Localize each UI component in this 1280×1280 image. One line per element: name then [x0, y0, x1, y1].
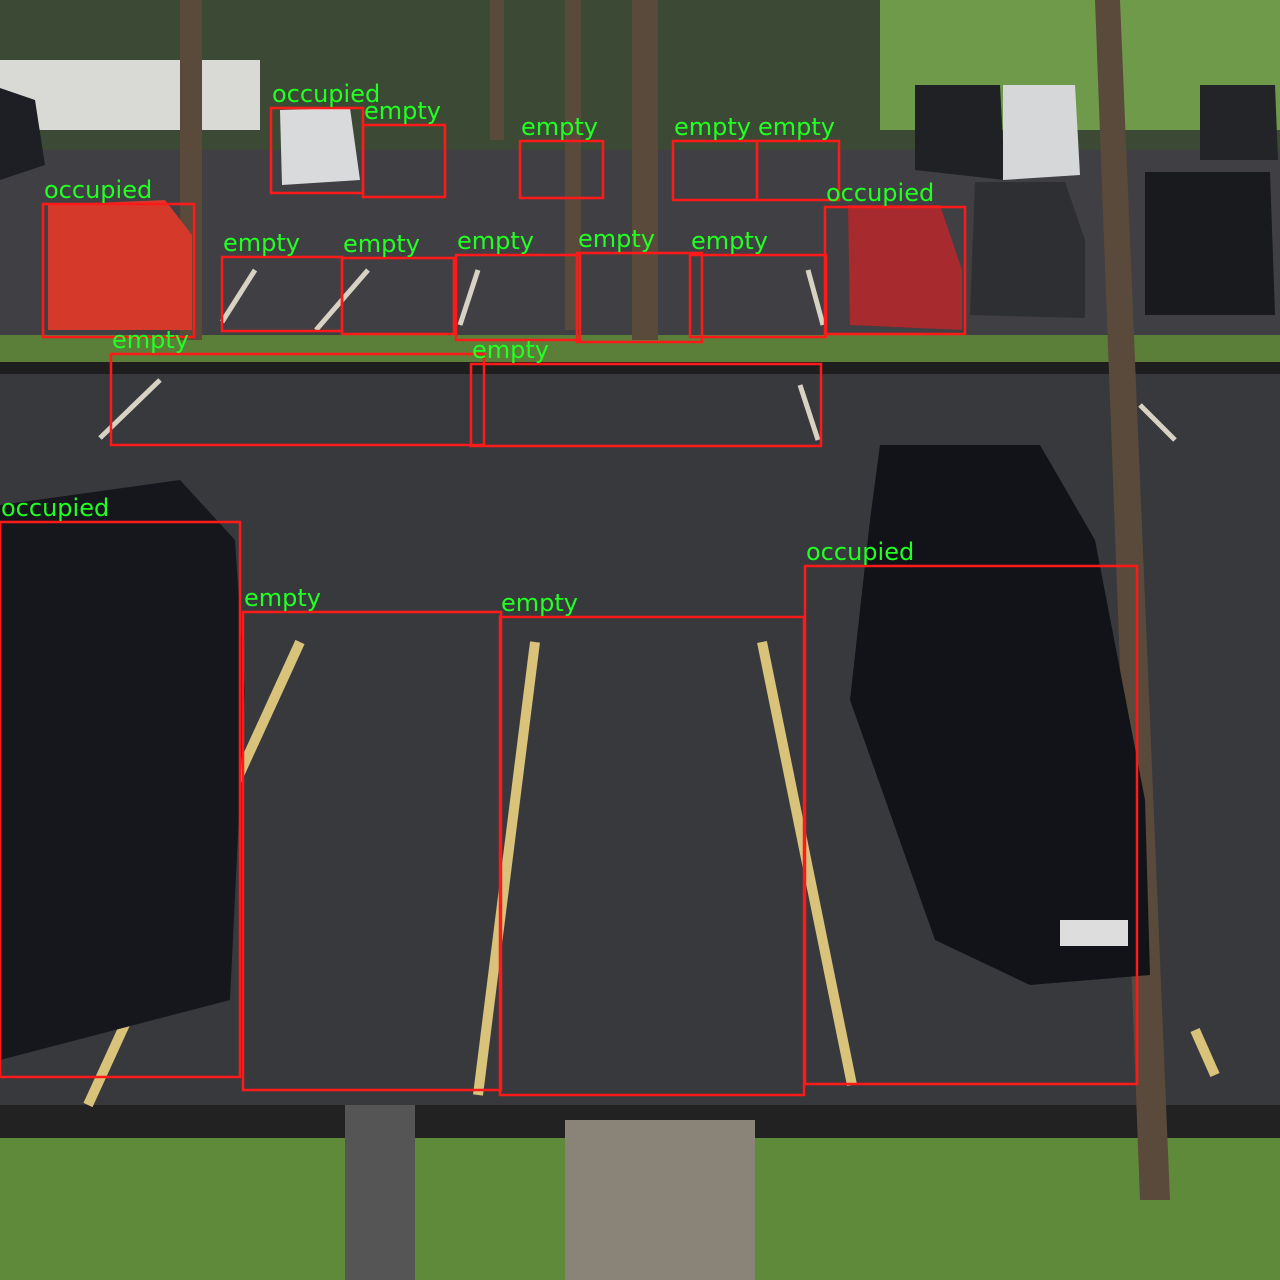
detection-label: occupied	[44, 176, 152, 204]
detection-label: occupied	[272, 80, 380, 108]
detection-empty: empty	[498, 589, 806, 1097]
detection-box	[671, 139, 759, 202]
detection-empty: empty	[241, 584, 503, 1092]
detection-box	[340, 256, 456, 336]
detection-label: empty	[691, 227, 768, 255]
detection-label: empty	[457, 227, 534, 255]
detection-box	[0, 520, 242, 1079]
detection-box	[269, 106, 365, 195]
detection-box	[241, 610, 503, 1092]
detection-label: occupied	[826, 179, 934, 207]
detection-occupied: occupied	[823, 179, 967, 336]
detection-occupied: occupied	[269, 80, 380, 195]
curb-stripes-upper	[0, 362, 1280, 374]
detection-box	[575, 251, 704, 344]
detection-box	[109, 352, 486, 447]
detection-empty: empty	[109, 326, 486, 447]
detection-label: empty	[364, 97, 441, 125]
detection-empty: empty	[671, 113, 759, 202]
detection-empty: empty	[361, 97, 447, 199]
detection-box	[469, 362, 823, 448]
detection-box	[361, 123, 447, 199]
detection-empty: empty	[518, 113, 605, 200]
detection-label: empty	[472, 336, 549, 364]
detection-label: empty	[343, 230, 420, 258]
detection-label: empty	[223, 229, 300, 257]
detection-label: empty	[521, 113, 598, 141]
detection-box	[41, 202, 196, 339]
detection-label: empty	[674, 113, 751, 141]
cars	[0, 85, 1278, 1060]
detection-label: empty	[244, 584, 321, 612]
detection-empty: empty	[688, 227, 828, 339]
detection-label: empty	[501, 589, 578, 617]
detection-box	[755, 139, 841, 202]
detection-box	[803, 564, 1139, 1086]
detection-empty: empty	[220, 229, 344, 333]
detection-box	[823, 205, 967, 336]
detection-box	[498, 615, 806, 1097]
detection-box	[220, 255, 344, 333]
detection-label: occupied	[1, 494, 109, 522]
detection-label: occupied	[806, 538, 914, 566]
tree-trunks	[180, 0, 1170, 1200]
detection-empty: empty	[575, 225, 704, 344]
detection-empty: empty	[755, 113, 841, 202]
detection-label: empty	[578, 225, 655, 253]
detection-occupied: occupied	[0, 494, 242, 1079]
detection-label: empty	[112, 326, 189, 354]
detection-box	[518, 139, 605, 200]
detection-occupied: occupied	[803, 538, 1139, 1086]
detection-empty: empty	[454, 227, 582, 342]
detection-empty: empty	[340, 230, 456, 336]
detection-label: empty	[758, 113, 835, 141]
detection-box	[688, 253, 828, 339]
detection-box	[454, 253, 582, 342]
detection-empty: empty	[469, 336, 823, 448]
detection-occupied: occupied	[41, 176, 196, 339]
